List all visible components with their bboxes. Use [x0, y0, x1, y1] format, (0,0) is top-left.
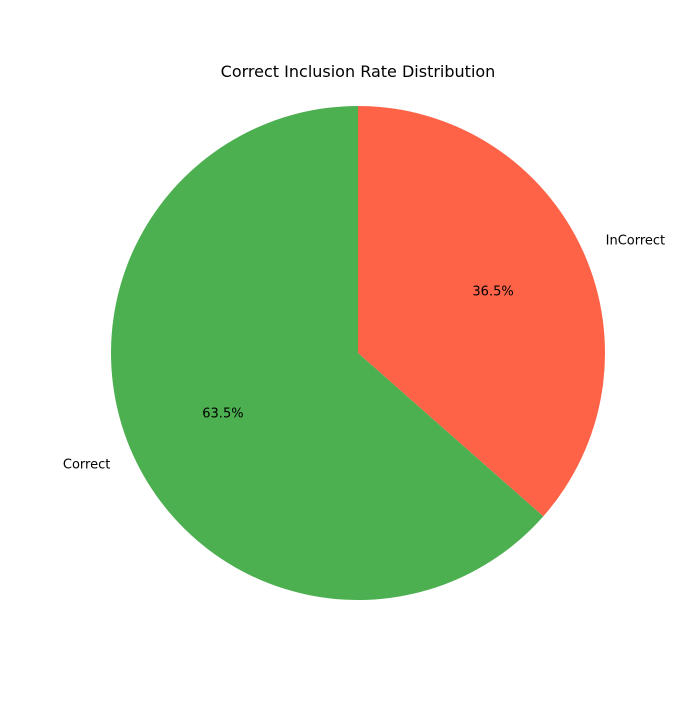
category-label-correct: Correct [63, 457, 110, 472]
category-label-incorrect: InCorrect [606, 234, 666, 249]
chart-title: Correct Inclusion Rate Distribution [221, 62, 496, 81]
pie-slice-correct [110, 106, 544, 600]
pie-slices [110, 106, 605, 600]
pie-labels: 36.5% InCorrect 63.5% Correct [63, 234, 665, 473]
percent-label-incorrect: 36.5% [472, 285, 513, 300]
pie-slice-incorrect [358, 106, 605, 517]
percent-label-correct: 63.5% [202, 406, 243, 421]
